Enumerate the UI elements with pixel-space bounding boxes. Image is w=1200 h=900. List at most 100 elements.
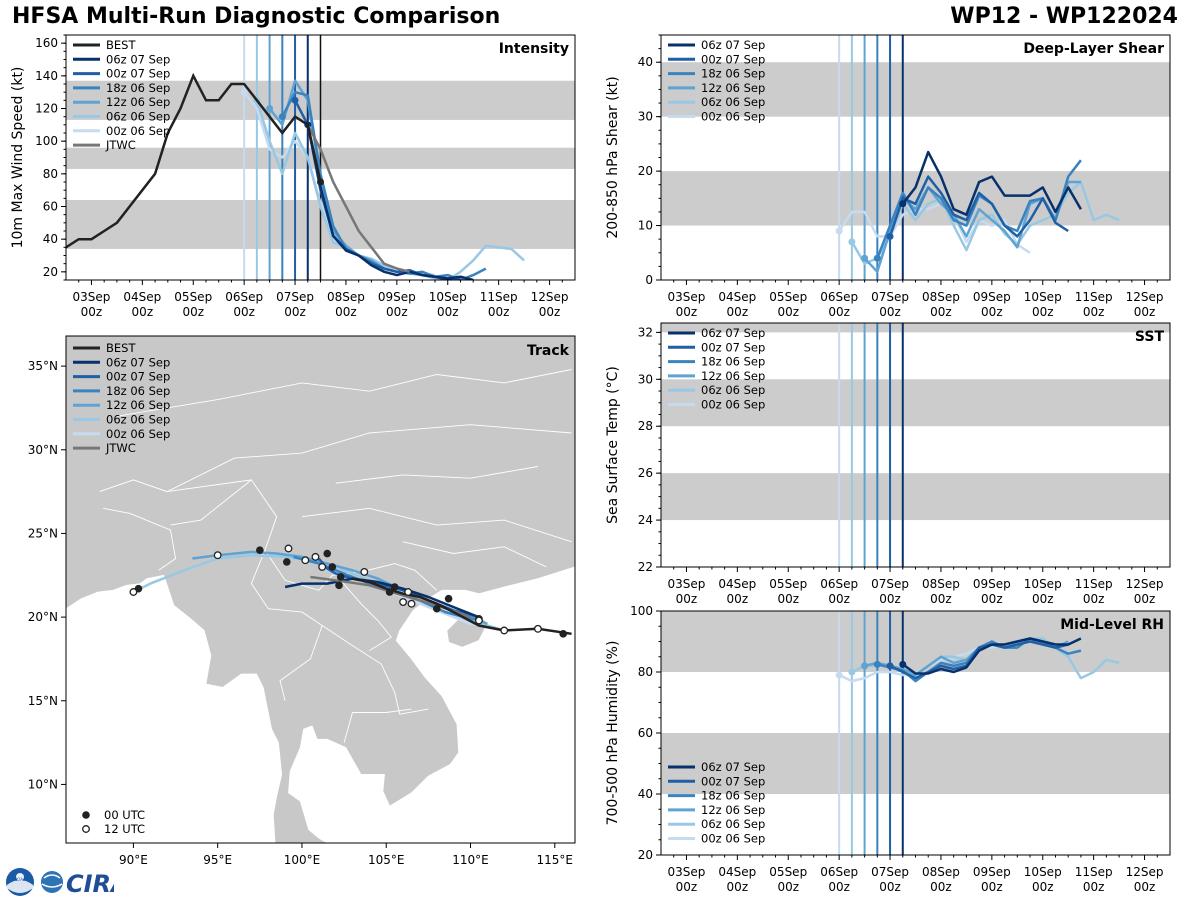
track-point-12utc: [360, 567, 369, 576]
track-point-12utc: [533, 624, 542, 633]
legend-label: 00z 07 Sep: [701, 774, 765, 788]
track-title: Track: [527, 343, 570, 359]
intensity-ytick-label: 100: [35, 134, 58, 148]
shear-ylabel: 200-850 hPa Shear (kt): [605, 76, 621, 238]
xtick-hour: 00z: [930, 305, 952, 319]
map-border-line: [99, 424, 572, 493]
xtick-hour: 00z: [1083, 305, 1105, 319]
xtick-hour: 00z: [777, 305, 799, 319]
rh-xtick-label: 03Sep 00z: [668, 865, 706, 894]
track-xtick-label: 115°E: [537, 853, 574, 867]
sst-ytick-label: 30: [638, 372, 653, 386]
marker-12utc-icon: [82, 825, 90, 833]
legend-label: 06z 07 Sep: [701, 326, 765, 340]
legend-label: BEST: [106, 38, 136, 52]
xtick-date: 10Sep: [1024, 865, 1062, 879]
xtick-hour: 00z: [233, 305, 255, 319]
intensity-xtick-label: 03Sep 00z: [73, 290, 111, 319]
xtick-hour: 00z: [981, 305, 1003, 319]
shear-ytick-label: 20: [638, 164, 653, 178]
track-xtick-label: 90°E: [119, 853, 148, 867]
track-xtick-label: 95°E: [203, 853, 232, 867]
track-point-00utc: [444, 594, 453, 603]
rh-series-00z-07-sep: [889, 640, 1069, 680]
track-point-00utc: [328, 563, 337, 571]
track-point-00utc: [390, 583, 399, 591]
xtick-date: 11Sep: [480, 290, 518, 304]
sst-xtick-label: 07Sep 00z: [871, 577, 909, 606]
legend-label: 18z 06 Sep: [106, 384, 170, 398]
sst-xtick-label: 10Sep 00z: [1024, 577, 1062, 606]
intensity-plot-area: [66, 35, 575, 280]
xtick-date: 09Sep: [973, 290, 1011, 304]
legend-label: 12z 06 Sep: [701, 803, 765, 817]
xtick-date: 10Sep: [429, 290, 467, 304]
intensity-jtwc-line: [306, 124, 410, 274]
xtick-date: 08Sep: [922, 577, 960, 591]
sst-xtick-label: 04Sep 00z: [718, 577, 756, 606]
sst-ytick-label: 28: [638, 419, 653, 433]
rh-init-point: [861, 662, 869, 670]
sst-ytick-label: 22: [638, 560, 653, 574]
xtick-date: 09Sep: [973, 577, 1011, 591]
legend-label: JTWC: [105, 441, 136, 455]
intensity-best-track-line: [66, 72, 322, 249]
sst-shade-band-2: [661, 323, 1170, 333]
track-ytick-label: 30°N: [28, 443, 58, 457]
xtick-hour: 00z: [81, 305, 103, 319]
shear-init-point: [861, 254, 869, 262]
shear-series-00z-07-sep: [888, 175, 1069, 238]
legend-label: 00z 06 Sep: [701, 110, 765, 124]
track-point-12utc: [399, 598, 408, 606]
track-point-12utc: [407, 599, 416, 608]
track-ytick-label: 10°N: [28, 777, 58, 791]
shear-ytick-label: 0: [645, 273, 653, 287]
map-border-line: [103, 507, 177, 571]
land-mass: [66, 336, 575, 843]
xtick-hour: 00z: [386, 305, 408, 319]
intensity-ytick-label: 120: [35, 102, 58, 116]
xtick-hour: 00z: [1134, 305, 1156, 319]
rh-xtick-label: 04Sep 00z: [718, 865, 756, 894]
track-xtick-label: 100°E: [284, 853, 321, 867]
shear-init-point: [848, 238, 856, 246]
sst-ytick-label: 32: [638, 325, 653, 339]
shear-xtick-label: 07Sep 00z: [871, 290, 909, 319]
track-point-00utc: [282, 558, 291, 566]
xtick-hour: 00z: [879, 305, 901, 319]
marker-00utc-label: 00 UTC: [104, 808, 145, 822]
xtick-hour: 00z: [676, 880, 698, 894]
rh-ytick-label: 60: [638, 726, 653, 740]
shear-init-point: [835, 227, 843, 235]
map-border-line: [335, 466, 538, 484]
track-point-12utc: [500, 626, 509, 635]
track-point-12utc: [404, 588, 413, 596]
intensity-ylabel: 10m Max Wind Speed (kt): [10, 67, 26, 249]
xtick-date: 08Sep: [922, 865, 960, 879]
map-border-line: [250, 550, 323, 701]
rh-xtick-label: 09Sep 00z: [973, 865, 1011, 894]
track-point-00utc: [432, 604, 441, 613]
shear-init-point: [873, 254, 881, 262]
sst-shade-band-0: [661, 473, 1170, 521]
xtick-hour: 00z: [1032, 592, 1054, 606]
sst-shade-band-1: [661, 379, 1170, 427]
rh-series-06z-07-sep: [902, 637, 1082, 675]
track-ytick-label: 20°N: [28, 610, 58, 624]
track-point-00utc: [256, 546, 264, 554]
rh-init-point: [899, 660, 907, 668]
legend-label: 00z 06 Sep: [701, 398, 765, 412]
storm-id-title: WP12 - WP122024: [950, 4, 1178, 29]
xtick-date: 05Sep: [769, 290, 807, 304]
legend-label: 12z 06 Sep: [701, 369, 765, 383]
track-best-line: [352, 577, 572, 636]
xtick-hour: 00z: [828, 880, 850, 894]
page-title: HFSA Multi-Run Diagnostic Comparison: [12, 4, 501, 29]
intensity-init-point: [291, 96, 299, 104]
xtick-date: 08Sep: [922, 290, 960, 304]
